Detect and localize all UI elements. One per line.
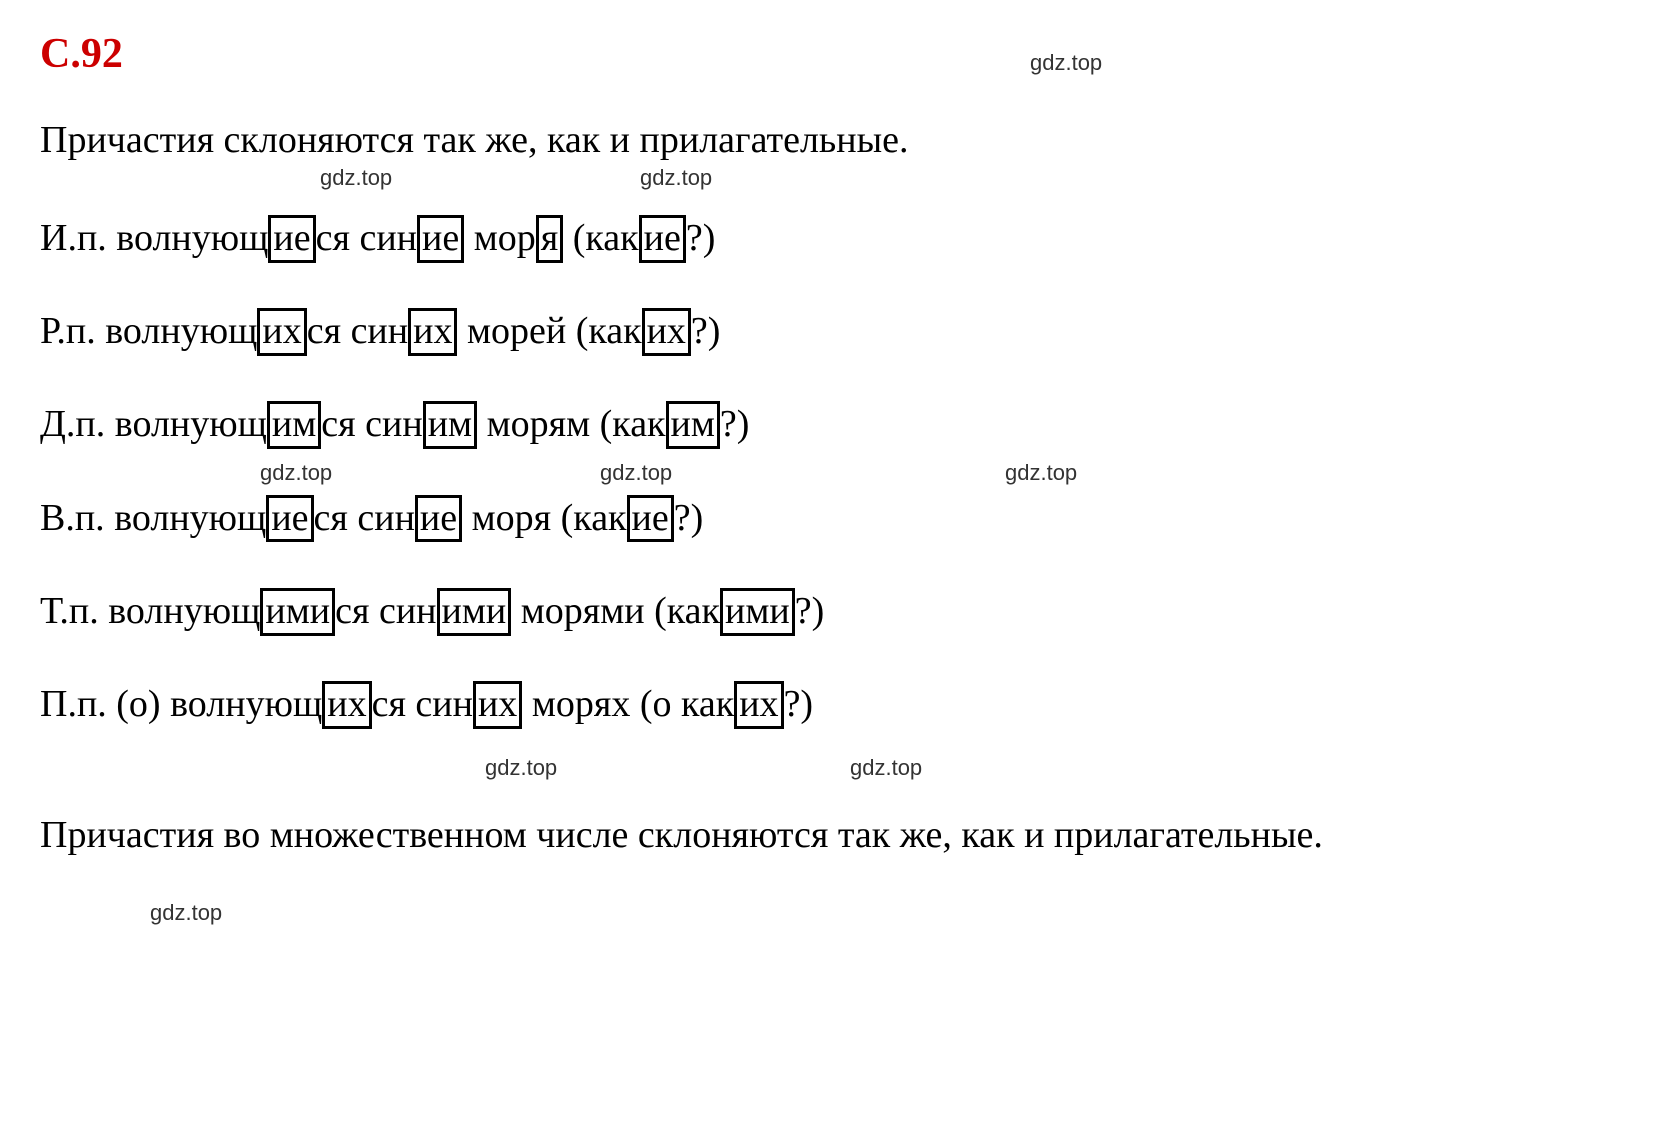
word-part: волнующ	[114, 497, 266, 539]
word-part: волнующ	[116, 217, 268, 259]
ending-boxed: их	[408, 308, 457, 356]
word-part: (о) волнующ	[116, 683, 322, 725]
ending-boxed: я	[536, 215, 563, 263]
word-part: ся син	[321, 403, 422, 445]
watermark: gdz.top	[850, 755, 922, 781]
watermark: gdz.top	[260, 460, 332, 486]
ending-boxed: им	[423, 401, 477, 449]
watermark: gdz.top	[150, 900, 222, 926]
watermark: gdz.top	[485, 755, 557, 781]
case-label: И.п.	[40, 217, 116, 259]
watermark: gdz.top	[640, 165, 712, 191]
case-row: В.п. волнующиеся синие моря (какие?)	[40, 492, 1636, 545]
word-part: морям (как	[477, 403, 665, 445]
watermark: gdz.top	[600, 460, 672, 486]
word-part: волнующ	[115, 403, 267, 445]
ending-boxed: ими	[260, 588, 335, 636]
content-wrapper: С.92 gdz.top gdz.top gdz.top gdz.top gdz.top…	[40, 30, 1636, 861]
ending-boxed: их	[734, 681, 783, 729]
word-part: ся син	[335, 590, 436, 632]
word-part: ся син	[316, 217, 417, 259]
ending-boxed: им	[666, 401, 720, 449]
word-part: ?)	[720, 403, 750, 445]
word-part: ся син	[314, 497, 415, 539]
word-part: мор	[464, 217, 536, 259]
watermark: gdz.top	[1005, 460, 1077, 486]
ending-boxed: им	[267, 401, 321, 449]
word-part: (как	[563, 217, 638, 259]
ending-boxed: ие	[268, 215, 315, 263]
ending-boxed: их	[473, 681, 522, 729]
case-label: Д.п.	[40, 403, 115, 445]
intro-text: Причастия склоняются так же, как и прила…	[40, 118, 1636, 162]
word-part: моря (как	[462, 497, 626, 539]
watermark: gdz.top	[1030, 50, 1102, 76]
word-part: ?)	[691, 310, 721, 352]
word-part: ?)	[686, 217, 716, 259]
word-part: волнующ	[105, 310, 257, 352]
case-row: И.п. волнующиеся синие моря (какие?)	[40, 212, 1636, 265]
watermark: gdz.top	[320, 165, 392, 191]
case-row: П.п. (о) волнующихся синих морях (о каки…	[40, 678, 1636, 731]
case-row: Д.п. волнующимся синим морям (каким?)	[40, 398, 1636, 451]
ending-boxed: ие	[639, 215, 686, 263]
ending-boxed: ие	[627, 495, 674, 543]
word-part: морей (как	[457, 310, 641, 352]
word-part: волнующ	[108, 590, 260, 632]
case-label: П.п.	[40, 683, 116, 725]
page-header: С.92	[40, 30, 1636, 78]
ending-boxed: ие	[417, 215, 464, 263]
case-label: Т.п.	[40, 590, 108, 632]
case-label: В.п.	[40, 497, 114, 539]
word-part: ся син	[372, 683, 473, 725]
word-part: ?)	[795, 590, 825, 632]
word-part: ?)	[784, 683, 814, 725]
ending-boxed: ими	[437, 588, 512, 636]
case-row: Р.п. волнующихся синих морей (каких?)	[40, 305, 1636, 358]
ending-boxed: ими	[720, 588, 795, 636]
ending-boxed: их	[642, 308, 691, 356]
ending-boxed: ие	[415, 495, 462, 543]
word-part: ?)	[674, 497, 704, 539]
word-part: морями (как	[511, 590, 720, 632]
ending-boxed: их	[322, 681, 371, 729]
word-part: морях (о как	[522, 683, 734, 725]
ending-boxed: ие	[266, 495, 313, 543]
ending-boxed: их	[257, 308, 306, 356]
case-row: Т.п. волнующимися синими морями (какими?…	[40, 585, 1636, 638]
word-part: ся син	[307, 310, 408, 352]
conclusion-text: Причастия во множественном числе склоняю…	[40, 811, 1636, 860]
case-label: Р.п.	[40, 310, 105, 352]
